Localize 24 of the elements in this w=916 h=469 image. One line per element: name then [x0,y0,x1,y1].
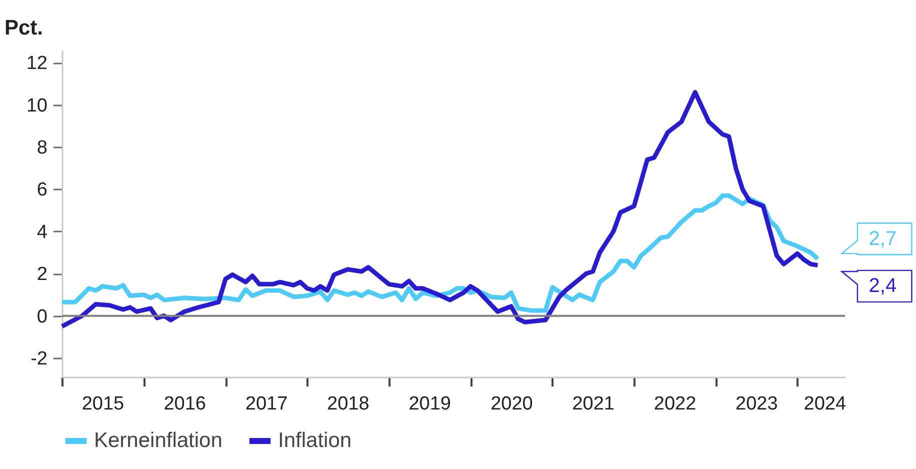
x-tick-label: 2020 [490,394,533,414]
x-tick-label: 2017 [245,394,288,414]
y-tick-label: 6 [36,180,48,201]
x-tick-label: 2022 [654,394,696,414]
y-tick-label: 0 [36,306,48,328]
y-tick-label: -2 [30,348,48,370]
x-tick-label: 2021 [572,394,615,414]
x-tick-label: 2019 [408,394,451,414]
x-tick-label: 2023 [736,394,778,414]
line-series [60,90,820,329]
y-tick-label: 10 [26,95,48,116]
y-tick-label: 4 [36,222,48,243]
legend-label: Inflation [278,429,352,452]
x-tick-label: 2018 [327,394,370,414]
annotation: 2,7 [868,228,897,250]
y-tick-label: 12 [26,53,48,74]
x-tick-label: 2016 [164,394,206,414]
y-tick-label: 8 [36,138,48,159]
annotation: 2,4 [868,275,897,298]
legend-label: Kerneinflation [94,429,222,452]
y-tick-label: 2 [36,264,48,286]
x-tick-label: 2015 [82,394,124,414]
y-axis-title: Pct. [4,16,44,40]
x-tick-label: 2024 [804,394,846,414]
